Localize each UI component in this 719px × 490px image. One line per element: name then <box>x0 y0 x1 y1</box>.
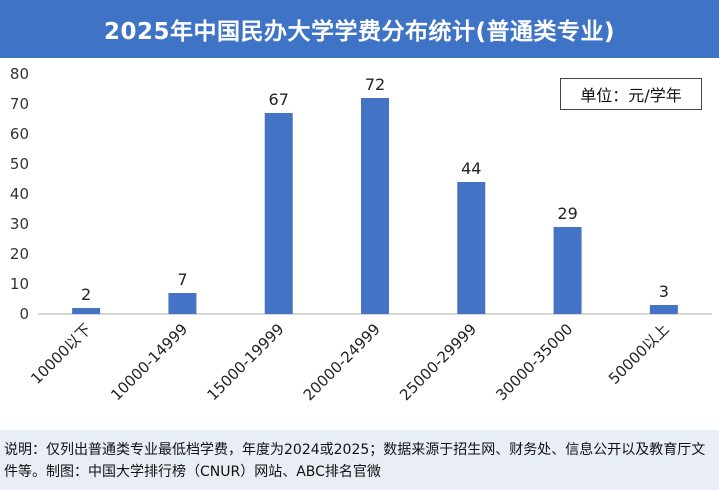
unit-label: 单位：元/学年 <box>580 86 682 105</box>
chart-title: 2025年中国民办大学学费分布统计(普通类专业) <box>103 19 616 45</box>
bar <box>168 293 197 314</box>
x-tick-label: 10000-14999 <box>107 320 191 404</box>
footer-note-area: 说明：仅列出普通类专业最低档学费，年度为2024或2025；数据来源于招生网、财… <box>0 430 719 490</box>
bar-value-label: 7 <box>177 270 187 289</box>
bar <box>649 305 678 314</box>
y-tick-label: 50 <box>10 155 29 173</box>
unit-label-box: 单位：元/学年 <box>560 78 702 110</box>
x-tick-label: 30000-35000 <box>492 320 576 404</box>
bar-value-label: 29 <box>557 204 577 223</box>
bar <box>457 182 486 314</box>
bar <box>264 113 293 314</box>
y-tick-label: 20 <box>10 245 29 263</box>
footer-note: 说明：仅列出普通类专业最低档学费，年度为2024或2025；数据来源于招生网、财… <box>4 442 706 480</box>
y-tick-label: 10 <box>10 275 29 293</box>
chart-title-bar: 2025年中国民办大学学费分布统计(普通类专业) <box>0 0 719 58</box>
y-tick-label: 80 <box>10 65 29 83</box>
bar-value-label: 72 <box>365 75 385 94</box>
chart-area: 0 10 20 30 40 50 60 70 80 2 10000以下 7 10000-14999 67 1… <box>0 58 719 430</box>
bar-chart: 0 10 20 30 40 50 60 70 80 2 10000以下 7 10000-14999 67 1… <box>10 65 712 404</box>
x-tick-label: 50000以上 <box>605 320 673 388</box>
bar-value-label: 2 <box>81 285 91 304</box>
y-tick-label: 0 <box>19 305 29 323</box>
y-tick-label: 40 <box>10 185 29 203</box>
bar <box>553 227 582 314</box>
x-tick-label: 20000-24999 <box>300 320 384 404</box>
bar-value-label: 67 <box>269 90 289 109</box>
bar-value-label: 44 <box>461 159 481 178</box>
x-tick-label: 15000-19999 <box>203 320 287 404</box>
x-tick-label: 25000-29999 <box>396 320 480 404</box>
bar <box>72 308 101 314</box>
x-tick-label: 10000以下 <box>27 320 95 388</box>
bar <box>361 98 389 314</box>
y-tick-label: 30 <box>10 215 29 233</box>
y-tick-label: 60 <box>10 125 29 143</box>
bar-value-label: 3 <box>659 282 669 301</box>
y-tick-label: 70 <box>10 95 29 113</box>
